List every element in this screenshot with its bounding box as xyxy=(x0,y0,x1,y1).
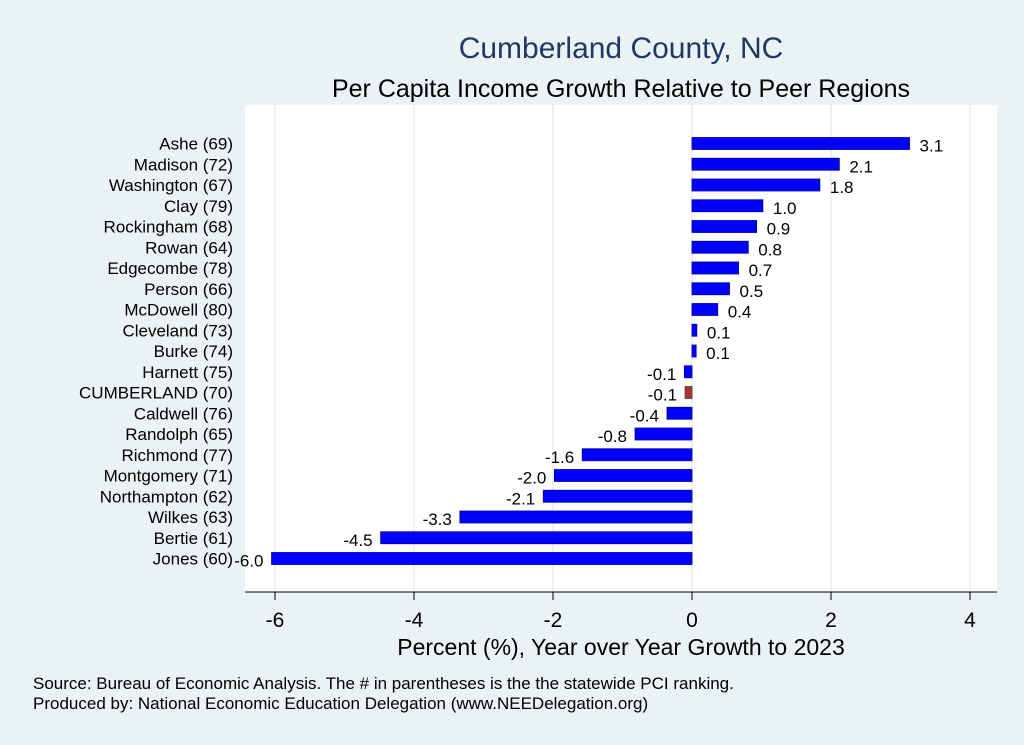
x-tick-label: 0 xyxy=(686,609,698,632)
source-note: Source: Bureau of Economic Analysis. The… xyxy=(33,674,734,693)
bar xyxy=(683,365,693,379)
chart-title: Cumberland County, NC xyxy=(459,32,784,65)
producer-note: Produced by: National Economic Education… xyxy=(33,694,648,713)
category-label: Montgomery (71) xyxy=(104,467,233,486)
bar xyxy=(691,261,739,275)
bar xyxy=(691,303,719,316)
category-label: Randolph (65) xyxy=(125,425,233,444)
value-label: 0.9 xyxy=(767,220,791,239)
category-label: Rowan (64) xyxy=(145,238,233,257)
value-label: -3.3 xyxy=(423,510,452,529)
category-label: Rockingham (68) xyxy=(104,218,233,237)
bar xyxy=(553,469,693,482)
category-label: Jones (60) xyxy=(153,550,233,569)
category-label: McDowell (80) xyxy=(124,301,233,320)
bar xyxy=(691,220,758,233)
category-label: Northampton (62) xyxy=(100,487,233,506)
x-tick-label: -2 xyxy=(544,609,563,632)
category-label: Person (66) xyxy=(144,280,233,299)
bar xyxy=(691,282,730,296)
value-label: 1.8 xyxy=(830,178,854,197)
value-label: -4.5 xyxy=(343,531,372,550)
value-label: 3.1 xyxy=(920,137,944,156)
bar xyxy=(634,427,693,441)
value-label: 1.0 xyxy=(773,199,797,218)
bar xyxy=(542,489,693,503)
category-label: Cleveland (73) xyxy=(122,321,233,340)
category-label: Washington (67) xyxy=(109,176,233,195)
bar xyxy=(691,157,840,171)
category-label: Wilkes (63) xyxy=(148,508,233,527)
x-tick-label: 2 xyxy=(825,609,837,632)
value-label: -0.1 xyxy=(648,386,677,405)
bar xyxy=(691,344,697,358)
bars xyxy=(271,137,910,565)
category-label: Madison (72) xyxy=(134,155,233,174)
value-label: 0.4 xyxy=(728,303,752,322)
value-labels: 3.12.11.81.00.90.80.70.50.40.10.1-0.1-0.… xyxy=(234,137,943,571)
category-label: Richmond (77) xyxy=(122,446,234,465)
value-label: 0.8 xyxy=(758,240,782,259)
bar xyxy=(691,199,764,213)
bar xyxy=(271,552,693,565)
bar xyxy=(691,240,749,254)
bar xyxy=(684,386,693,399)
value-label: -6.0 xyxy=(234,552,263,571)
x-tick-label: 4 xyxy=(964,609,976,632)
bar xyxy=(459,510,693,524)
bar xyxy=(691,323,698,337)
x-axis-label: Percent (%), Year over Year Growth to 20… xyxy=(397,634,845,660)
category-label: Harnett (75) xyxy=(142,363,233,382)
category-labels: Ashe (69)Madison (72) Washington (67) Clay… xyxy=(79,135,233,569)
bar xyxy=(666,406,693,420)
value-label: 0.5 xyxy=(740,282,764,301)
value-label: -1.6 xyxy=(545,448,574,467)
bar xyxy=(691,178,821,192)
bar xyxy=(581,448,693,462)
value-label: -0.1 xyxy=(647,365,676,384)
value-label: -2.1 xyxy=(506,489,535,508)
category-label: Bertie (61) xyxy=(154,529,233,548)
chart-subtitle: Per Capita Income Growth Relative to Pee… xyxy=(332,75,910,103)
x-tick-label: -4 xyxy=(405,609,424,632)
x-ticks: -6 -4 -2 0 2 4 xyxy=(266,592,976,632)
value-label: 0.1 xyxy=(707,323,731,342)
bar xyxy=(691,137,910,150)
value-label: -0.8 xyxy=(598,427,627,446)
value-label: 0.7 xyxy=(749,261,773,280)
category-label: Edgecombe (78) xyxy=(107,259,233,278)
value-label: -2.0 xyxy=(517,469,546,488)
x-tick-label: -6 xyxy=(266,609,285,632)
category-label: Caldwell (76) xyxy=(134,404,233,423)
category-label: Ashe (69) xyxy=(159,135,233,154)
value-label: 0.1 xyxy=(706,344,730,363)
value-label: 2.1 xyxy=(849,157,873,176)
category-label: Burke (74) xyxy=(154,342,233,361)
category-label: CUMBERLAND (70) xyxy=(79,384,233,403)
value-label: -0.4 xyxy=(630,406,659,425)
bar xyxy=(380,531,693,545)
category-label: Clay (79) xyxy=(164,197,233,216)
